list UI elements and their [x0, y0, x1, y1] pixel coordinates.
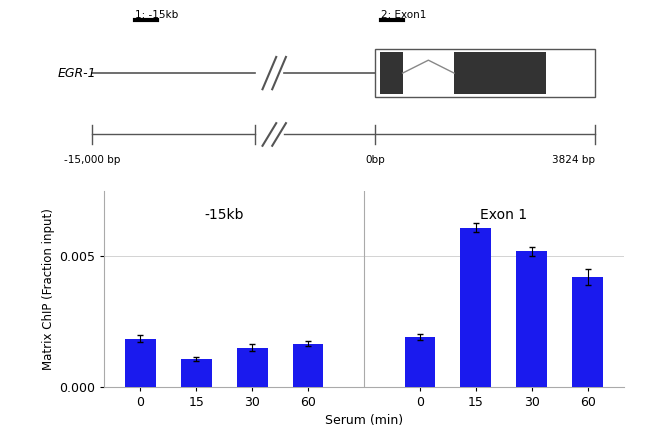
Text: 0bp: 0bp	[365, 156, 385, 165]
Text: 1: -15kb: 1: -15kb	[135, 10, 178, 20]
X-axis label: Serum (min): Serum (min)	[325, 414, 403, 425]
Bar	[237, 348, 268, 387]
Text: EGR-1: EGR-1	[58, 67, 96, 79]
Bar	[380, 52, 402, 94]
Bar	[292, 344, 324, 387]
Text: Exon 1: Exon 1	[480, 208, 527, 222]
Text: 2: Exon1: 2: Exon1	[381, 10, 426, 20]
Bar	[572, 277, 603, 387]
Text: -15kb: -15kb	[205, 208, 244, 222]
Bar	[404, 337, 436, 387]
Text: 3824 bp: 3824 bp	[552, 156, 595, 165]
Bar	[454, 52, 545, 94]
Text: -15,000 bp: -15,000 bp	[64, 156, 120, 165]
Bar	[181, 360, 212, 387]
Bar	[125, 339, 156, 387]
Bar	[516, 251, 547, 387]
Bar	[375, 49, 595, 97]
Y-axis label: Matrix ChIP (Fraction input): Matrix ChIP (Fraction input)	[42, 208, 55, 370]
Bar	[460, 228, 491, 387]
